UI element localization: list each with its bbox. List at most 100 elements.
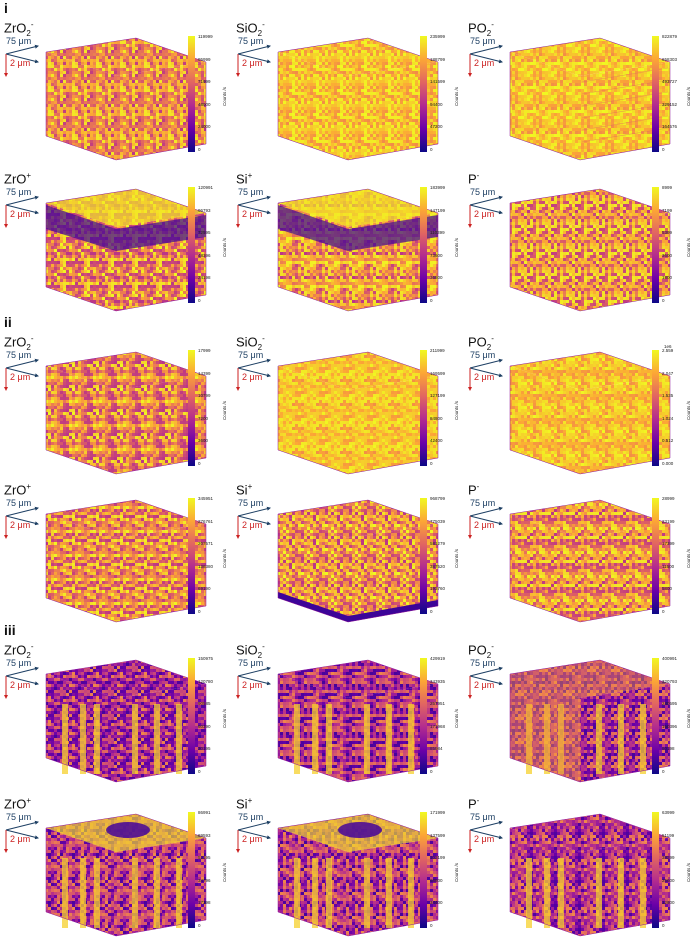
pillar — [80, 704, 86, 774]
pillar — [408, 704, 414, 774]
colorbar-tick: 193760 — [430, 586, 446, 592]
colorbar-tick: 1.024 — [662, 415, 674, 421]
colorbar-tick: 11600 — [662, 563, 675, 569]
z-axis-label: 2 μm — [10, 372, 31, 382]
axis-triad: 75 μm 2 μm — [466, 498, 506, 542]
colorbar-tick: 0 — [198, 461, 201, 466]
cube-left-face — [278, 52, 348, 160]
colorbar-label: Counts /s — [222, 86, 227, 106]
ion-map-panel: SiO2- 75 μm 2 μm 429919 343935 257951 171968 85… — [232, 636, 464, 788]
y-axis-arrow — [237, 675, 271, 686]
cube-right-face — [348, 376, 438, 474]
colorbar-tick: 28999 — [662, 496, 675, 501]
colorbar-tick: 0 — [430, 923, 433, 928]
colorbar-tick: 0 — [430, 461, 433, 466]
colorbar-tick: 5800 — [662, 586, 673, 592]
axis-triad: 75 μm 2 μm — [2, 658, 42, 702]
y-axis-arrow — [469, 829, 503, 840]
pillar — [176, 858, 182, 928]
cube-top-face — [278, 660, 438, 698]
cube-outline — [45, 813, 207, 937]
tomography-cube — [45, 37, 207, 161]
cube-outline — [45, 37, 207, 161]
pillar — [326, 858, 332, 928]
colorbar: 86991 69593 52195 34796 17398 0 Counts /s — [188, 810, 232, 932]
colorbar-tick: 138380 — [198, 563, 214, 569]
dark-spot — [106, 822, 150, 838]
dark-band-right — [116, 215, 206, 251]
colorbar: 17999 14399 10799 7200 3600 0 Counts /s — [188, 348, 232, 470]
cube-outline — [509, 351, 671, 475]
colorbar-label: Counts /s — [686, 548, 691, 568]
colorbar: 429919 343935 257951 171968 85984 0 Counts /s — [420, 656, 464, 778]
ion-map-panel: ZrO+ 75 μm 2 μm 86991 69593 52195 34796 17398 0 C… — [0, 790, 232, 942]
colorbar-gradient — [188, 498, 195, 614]
cube-right-face — [348, 62, 438, 160]
ion-map-panel: ZrO+ 75 μm 2 μm 345951 276761 207571 138380 691… — [0, 476, 232, 628]
colorbar-tick: 0 — [662, 147, 665, 152]
z-axis-label: 2 μm — [10, 58, 31, 68]
panel-title: ZrO2- — [4, 334, 34, 352]
tomography-cube — [509, 188, 671, 312]
colorbar-tick: 10799 — [198, 393, 211, 399]
cube-left-face — [46, 366, 116, 474]
cube-outline — [509, 37, 671, 161]
x-axis-arrow — [237, 666, 271, 677]
colorbar-tick: 0 — [662, 769, 665, 774]
x-axis-arrow — [5, 820, 39, 831]
z-axis-label: 2 μm — [474, 58, 495, 68]
y-axis-arrow — [469, 204, 503, 215]
cube-outline — [45, 351, 207, 475]
panel-title: ZrO2- — [4, 20, 34, 38]
colorbar-tick: 120780 — [198, 678, 214, 684]
colorbar-tick: 68800 — [430, 877, 443, 883]
colorbar-tick: 63999 — [662, 810, 675, 815]
x-axis-arrow — [5, 44, 39, 55]
pillar — [386, 704, 392, 774]
colorbar-gradient — [188, 36, 195, 152]
colorbar-gradient — [652, 498, 659, 614]
colorbar-tick: 103199 — [430, 855, 446, 861]
cube-outline — [277, 659, 439, 783]
panel-title: PO2- — [468, 642, 494, 660]
pillar — [176, 704, 182, 774]
colorbar-gradient — [188, 350, 195, 466]
pillar — [618, 704, 624, 774]
colorbar-label: Counts /s — [686, 400, 691, 420]
pillar — [364, 858, 370, 928]
pillar — [62, 858, 68, 928]
colorbar: 235999 188799 141599 94400 47200 0 Counts /s — [420, 34, 464, 156]
z-axis-label: 2 μm — [242, 209, 263, 219]
cube-right-face — [348, 838, 438, 936]
tomography-cube — [277, 351, 439, 475]
colorbar-tick: 171999 — [430, 810, 446, 815]
x-axis-arrow — [5, 358, 39, 369]
colorbar-tick: 0 — [198, 298, 201, 303]
cube-top-face — [46, 500, 206, 538]
cube-outline — [509, 188, 671, 312]
z-axis-label: 2 μm — [242, 58, 263, 68]
pillar — [526, 858, 532, 928]
cube-outline — [277, 499, 439, 623]
x-axis-label: 75 μm — [238, 36, 264, 46]
panel-title: Si+ — [236, 482, 253, 498]
section-label-i: i — [4, 0, 8, 16]
colorbar-tick: 3600 — [198, 438, 209, 444]
y-axis-arrow — [5, 204, 39, 215]
cube-right-face — [116, 62, 206, 160]
x-axis-label: 75 μm — [470, 36, 496, 46]
cube-right-face — [580, 213, 670, 311]
z-axis-label: 2 μm — [10, 834, 31, 844]
cube-right-face — [348, 524, 438, 622]
colorbar-gradient — [188, 187, 195, 303]
panel-title: ZrO+ — [4, 171, 32, 187]
ion-map-panel: P- 75 μm 2 μm 8999 7199 5399 3600 1800 0 Counts /… — [464, 165, 696, 317]
x-axis-label: 75 μm — [6, 658, 32, 668]
colorbar-tick: 1.535 — [662, 393, 674, 399]
y-axis-arrow — [237, 204, 271, 215]
colorbar-tick: 0 — [430, 298, 433, 303]
axis-triad: 75 μm 2 μm — [466, 812, 506, 856]
colorbar-tick: 822879 — [662, 34, 678, 39]
colorbar-tick: 84800 — [430, 415, 443, 421]
